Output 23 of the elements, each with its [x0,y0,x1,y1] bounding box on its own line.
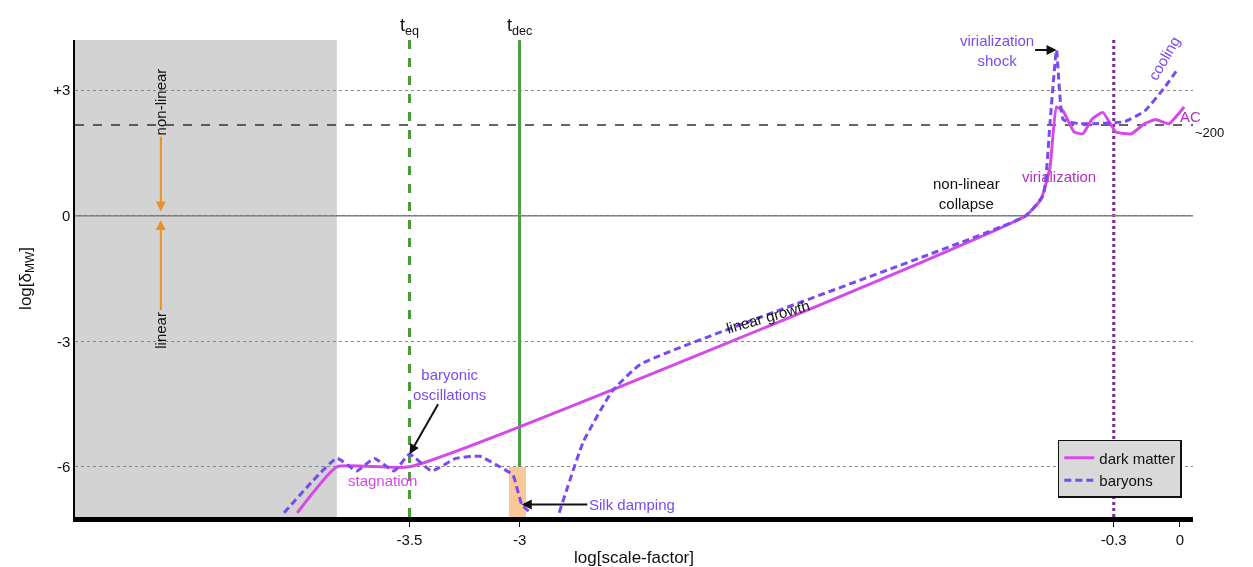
ref-line-label: t$_{dec}$ [507,15,533,38]
x-tick-label: -3.5 [396,531,423,548]
x-tick-label: -3 [512,531,527,548]
annotation: stagnation [348,472,418,489]
annotation: non-linear [152,68,170,136]
annotation: Silk damping [589,496,675,513]
annotation: linear [151,312,169,349]
x-tick-label: -0.3 [1100,531,1127,548]
annotation: virialization shock [960,32,1035,69]
y-tick-label: 0 [61,206,71,224]
ref-line-label: t$_{eq}$ [400,15,420,38]
y-tick-label: -6 [56,458,71,476]
legend-label: dark matter [1099,449,1176,467]
annotation: baryonic oscillations [413,366,487,403]
x-tick-label: 0 [1175,531,1184,548]
y-tick-label: +3 [53,81,71,99]
y-tick-label: -3 [56,332,71,350]
annotation: linear growth [724,296,812,337]
text: ~200 [1195,125,1225,140]
x-axis-title: log[scale-factor] [574,548,694,567]
annotation: AC [1180,108,1201,125]
annotation: non-linear collapse [933,175,1000,212]
legend-label: baryons [1099,472,1153,490]
